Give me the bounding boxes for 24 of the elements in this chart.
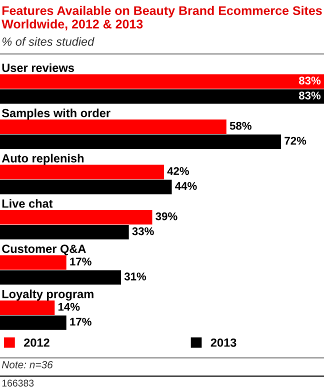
y-tick-label: Customer Q&A [2,244,86,256]
data-label: 31% [124,272,146,280]
y-tick-label: User reviews [2,63,74,72]
y-tick-label: Live chat [2,199,53,208]
data-label: 39% [156,212,178,220]
data-label: 58% [230,122,252,130]
data-label: 17% [70,318,92,326]
data-label: 42% [167,167,190,175]
data-label: 14% [58,302,80,311]
legend-label: 2012 [24,338,50,347]
y-tick-label: Loyalty program [2,290,94,301]
y-tick-label: Samples with order [2,108,110,120]
data-label: 83% [298,76,321,85]
data-label: 17% [70,258,92,266]
y-tick-label: Auto replenish [2,154,84,165]
chart-subtitle: % of sites studied [2,37,94,46]
data-label: 44% [175,182,197,190]
text: 166383 [2,380,34,387]
chart-title: Features Available on Beauty Brand Ecommerce Sites Worldwide, 2012 & 2013 [2,6,322,30]
data-label: 72% [284,136,306,145]
data-label: 83% [298,92,321,100]
data-label: 33% [132,227,154,236]
text: Note: n=36 [2,361,53,368]
legend-label: 2013 [210,338,236,347]
